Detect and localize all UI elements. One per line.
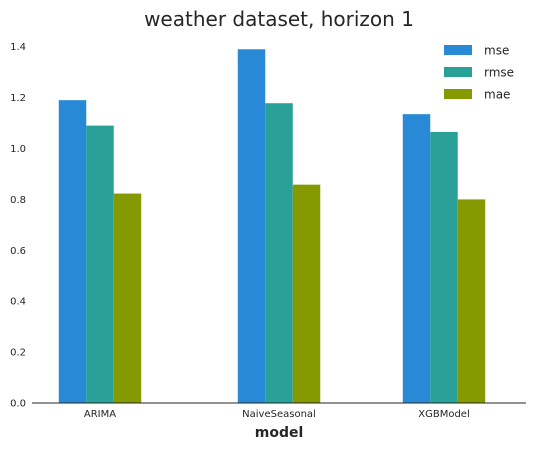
bar-mae-naiveseasonal (292, 184, 321, 403)
bar-mae-arima (113, 193, 142, 403)
x-axis-label: model (255, 425, 304, 441)
legend: mse rmse mae (444, 44, 514, 102)
x-tick-label: NaiveSeasonal (242, 409, 316, 420)
bar-rmse-naiveseasonal (265, 103, 293, 404)
y-tick-label: 0.4 (10, 297, 26, 308)
bar-rmse-arima (86, 125, 114, 403)
legend-label-mae: mae (484, 88, 510, 102)
x-tick-label: XGBModel (418, 409, 469, 420)
bar-mse-naiveseasonal (237, 49, 266, 403)
x-tick-label: ARIMA (84, 409, 116, 420)
x-axis: ARIMA NaiveSeasonal XGBModel (84, 409, 470, 420)
legend-swatch-mse (444, 45, 472, 55)
legend-label-mse: mse (484, 44, 509, 58)
y-tick-label: 0.8 (10, 195, 26, 206)
y-tick-label: 0.0 (10, 399, 26, 410)
y-tick-label: 1.2 (10, 93, 26, 104)
chart-title: weather dataset, horizon 1 (144, 7, 414, 31)
bar-mae-xgbmodel (457, 199, 486, 403)
y-tick-label: 1.4 (10, 42, 26, 53)
bar-mse-xgbmodel (402, 114, 431, 403)
legend-swatch-mae (444, 89, 472, 99)
legend-swatch-rmse (444, 67, 472, 77)
bars-group (58, 49, 486, 404)
y-tick-label: 0.6 (10, 246, 26, 257)
y-tick-label: 0.2 (10, 348, 26, 359)
bar-mse-arima (58, 100, 87, 403)
legend-label-rmse: rmse (484, 66, 514, 80)
bar-rmse-xgbmodel (430, 131, 458, 403)
y-tick-label: 1.0 (10, 144, 26, 155)
y-axis: 0.0 0.2 0.4 0.6 0.8 1.0 1.2 1.4 (10, 42, 26, 409)
